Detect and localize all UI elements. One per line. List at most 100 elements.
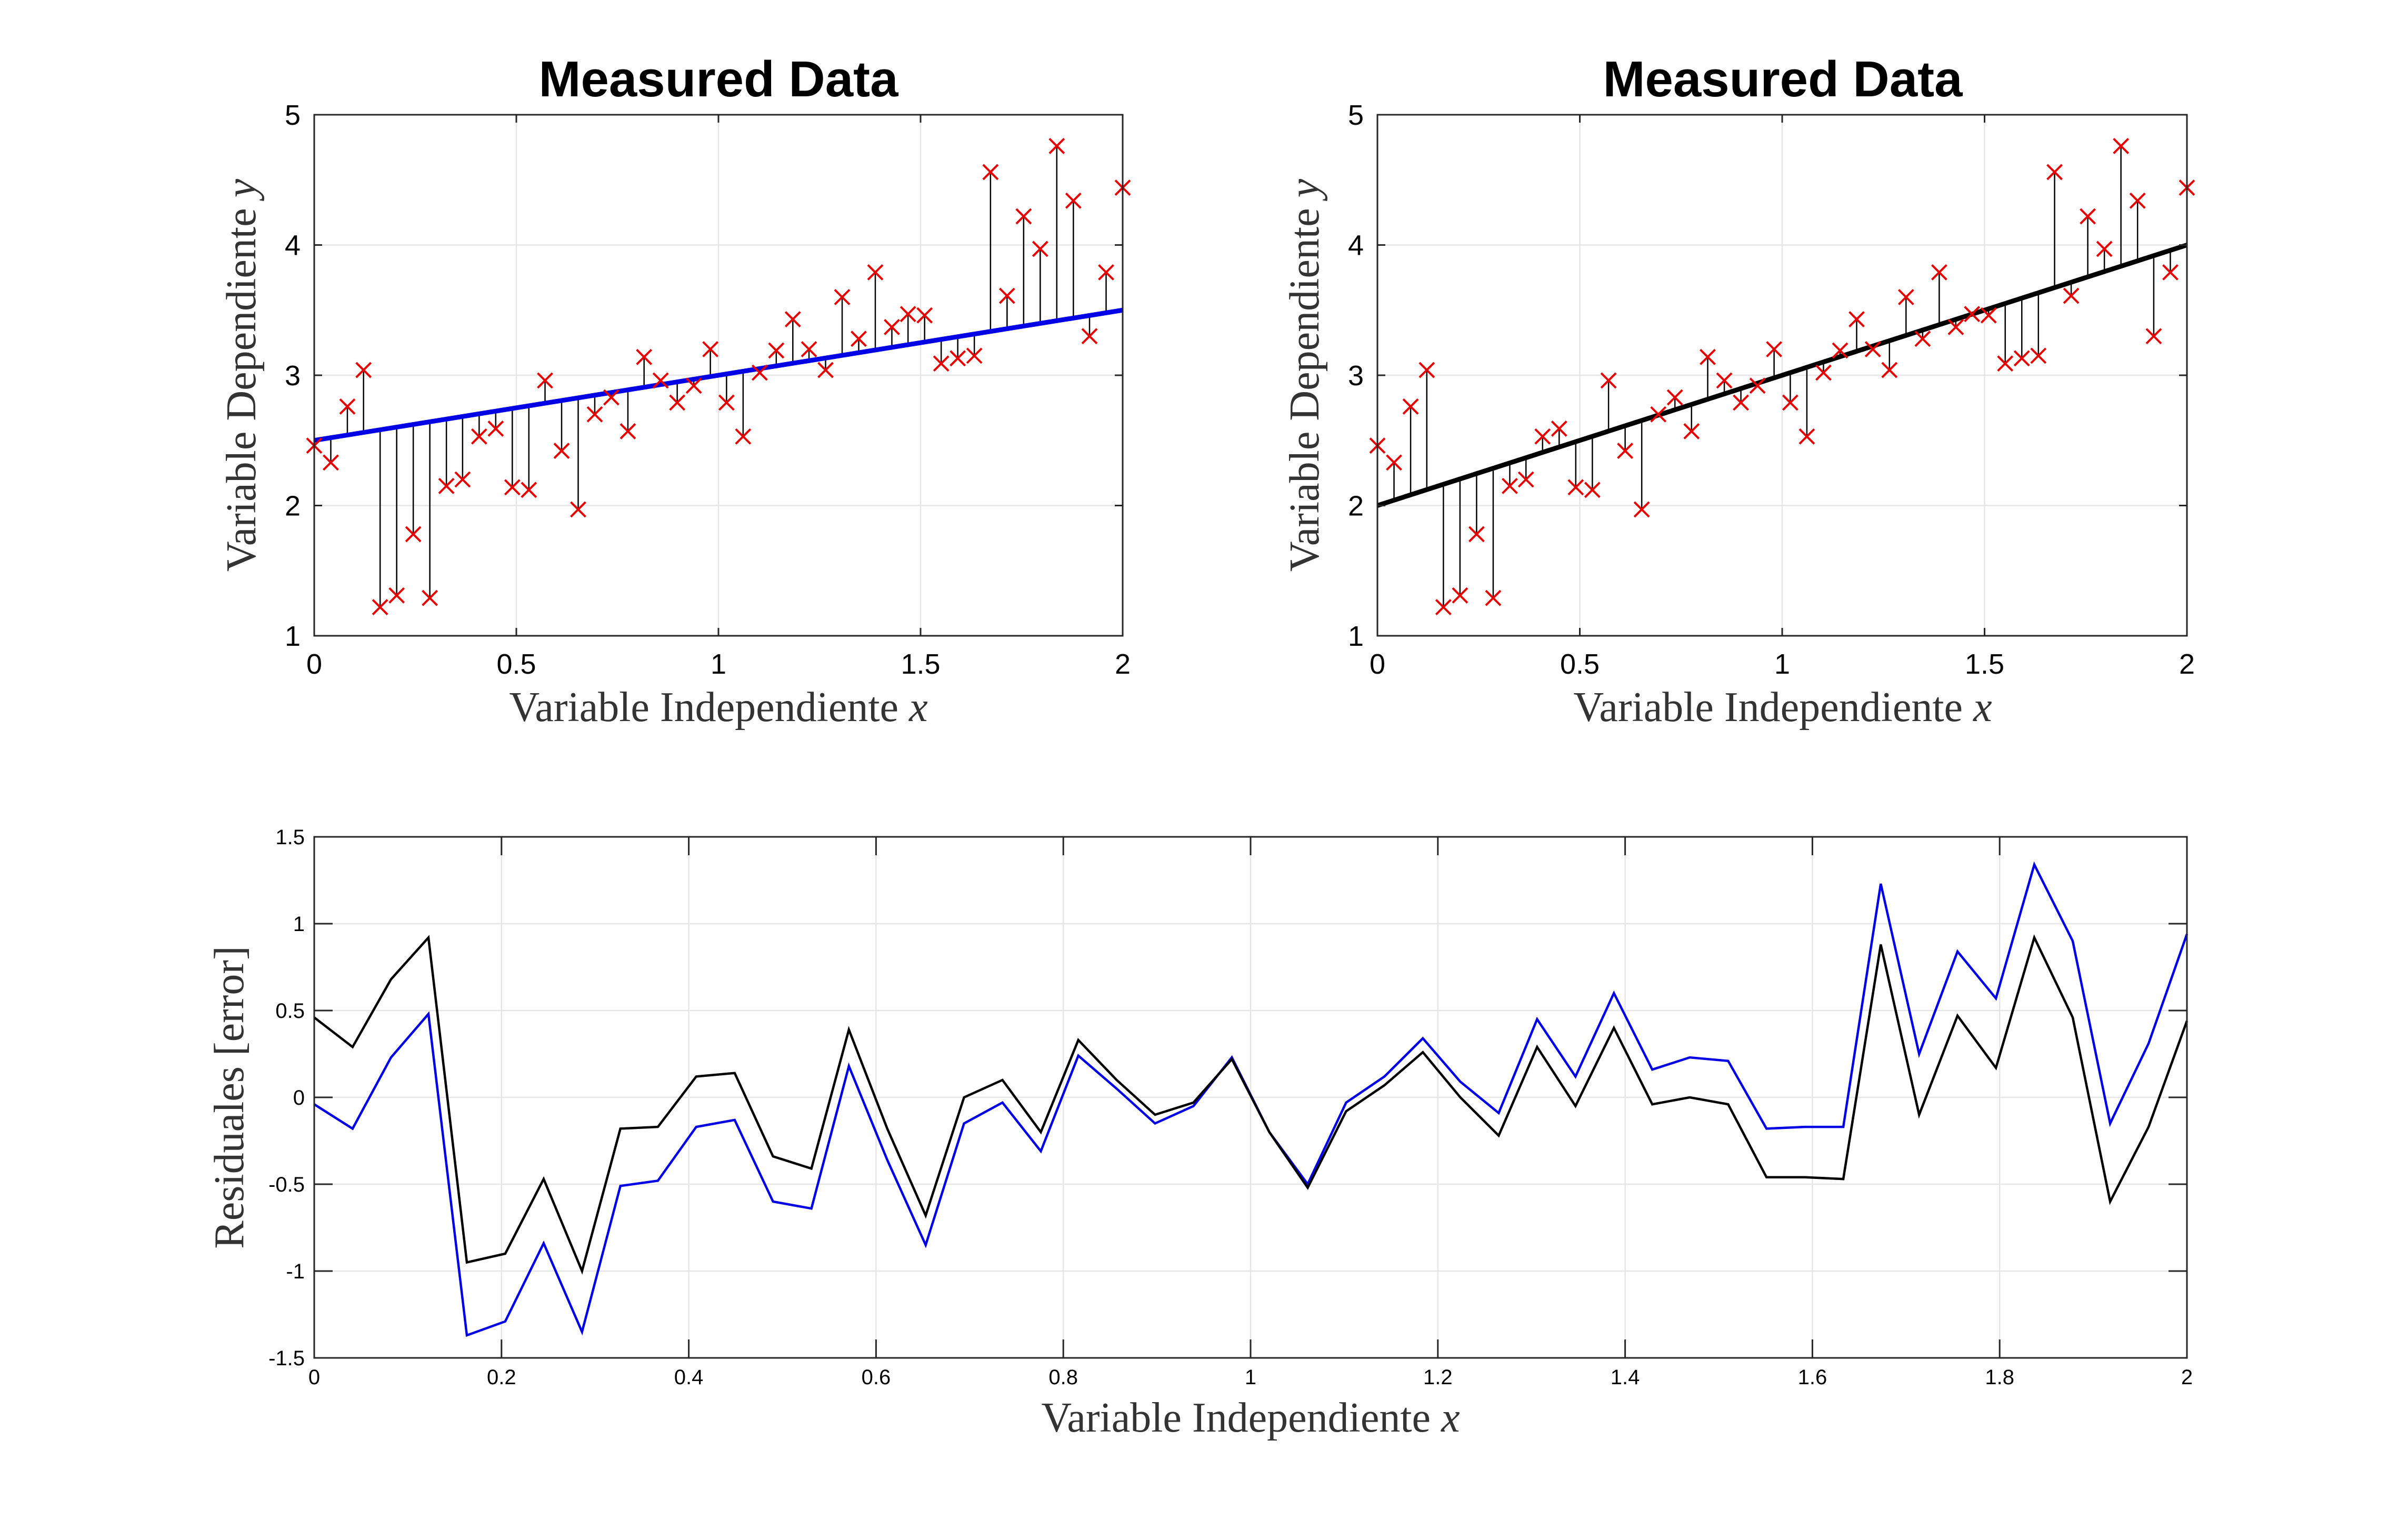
marker-stroke (620, 423, 636, 439)
data-point-marker (718, 394, 735, 411)
marker-stroke (702, 341, 719, 357)
marker-stroke (1502, 477, 1518, 494)
x-tick-label: 1.5 (1965, 648, 2004, 680)
data-point-marker (1015, 208, 1032, 225)
marker-stroke (1551, 421, 1567, 437)
data-point-marker (521, 482, 537, 498)
data-point-marker (339, 398, 356, 415)
marker-stroke (950, 350, 966, 367)
y-tick-label: 4 (1348, 230, 1364, 262)
marker-stroke (735, 428, 752, 445)
data-point-marker (2063, 287, 2080, 304)
marker-stroke (372, 599, 388, 615)
marker-stroke (751, 364, 768, 381)
marker-stroke (487, 421, 504, 437)
data-point-marker (817, 362, 834, 378)
data-point-marker (603, 389, 620, 406)
marker-stroke (1633, 501, 1650, 518)
marker-stroke (1914, 331, 1931, 347)
marker-stroke (1881, 362, 1898, 378)
marker-stroke (2113, 137, 2130, 154)
marker-stroke (1065, 192, 1082, 209)
x-axis-label-left: Variable Independiente x (509, 684, 927, 731)
marker-stroke (768, 342, 785, 359)
y-axis-label-right: Variable Dependiente y (1282, 178, 1328, 572)
chart-title-left: Measured Data (539, 51, 899, 107)
y-tick-label: 1 (293, 913, 305, 936)
marker-stroke (2063, 287, 2080, 304)
marker-stroke (405, 526, 422, 543)
data-points-left (306, 137, 1131, 615)
data-point-marker (1584, 482, 1601, 498)
marker-stroke (1650, 406, 1667, 423)
marker-stroke (1567, 479, 1584, 496)
x-tick-label: 1 (1774, 648, 1790, 680)
x-tick-label: 0.2 (487, 1366, 516, 1389)
data-point-marker (438, 477, 455, 494)
marker-stroke (1766, 341, 1783, 357)
x-tick-label: 1.5 (901, 648, 940, 680)
x-axis-var-left: x (908, 684, 928, 731)
data-point-marker (884, 319, 900, 335)
marker-stroke (1098, 264, 1114, 281)
data-point-marker (1947, 319, 1964, 335)
data-point-marker (1098, 264, 1114, 281)
data-point-marker (851, 331, 867, 347)
marker-stroke (966, 347, 983, 364)
data-point-marker (1567, 479, 1584, 496)
marker-stroke (537, 372, 553, 389)
marker-stroke (1815, 364, 1832, 381)
x-tick-label: 2 (2179, 648, 2195, 680)
marker-stroke (998, 287, 1015, 304)
marker-stroke (339, 398, 356, 415)
data-point-marker (1832, 342, 1849, 359)
data-point-marker (768, 342, 785, 359)
data-point-marker (1914, 331, 1931, 347)
marker-stroke (1032, 241, 1048, 257)
data-point-marker (471, 428, 487, 445)
data-point-marker (1798, 428, 1815, 445)
x-tick-label: 0.5 (1560, 648, 1600, 680)
y-tick-label: -1.5 (268, 1347, 305, 1370)
data-point-marker (2129, 192, 2146, 209)
y-axis-label-left: Variable Dependiente y (218, 178, 265, 572)
x-axis-label-text-right: Variable Independiente (1573, 684, 1973, 731)
marker-stroke (2162, 264, 2179, 281)
data-point-marker (2145, 328, 2162, 345)
data-point-marker (916, 307, 933, 324)
ticks-residuals: 0 0.2 0.4 0.6 0.8 1 1.2 1.4 1.6 1.8 2 -1.5 -1 -0.5 0 0.… (268, 826, 2193, 1389)
marker-stroke (1832, 342, 1849, 359)
marker-stroke (1081, 328, 1098, 345)
data-point-marker (834, 289, 851, 305)
marker-stroke (1798, 428, 1815, 445)
data-point-marker (685, 377, 702, 394)
marker-stroke (1980, 307, 1997, 324)
y-axis-label-text-left: Variable Dependiente (218, 197, 265, 572)
residual-lines-left (313, 146, 1124, 607)
data-point-marker (1733, 394, 1749, 411)
marker-stroke (2013, 350, 2030, 367)
data-point-marker (454, 471, 471, 488)
chart-title-right: Measured Data (1603, 51, 1963, 107)
x-axis-label-residuals: Variable Independiente x (1041, 1395, 1460, 1441)
x-tick-label: 1.6 (1798, 1366, 1827, 1389)
data-point-marker (2080, 208, 2096, 225)
y-axis-var-left: y (218, 178, 265, 201)
marker-stroke (652, 372, 669, 389)
data-point-marker (1633, 501, 1650, 518)
x-tick-label: 2 (2181, 1366, 2193, 1389)
fit-plot-right: Measured Data 0 0.5 1 1.5 2 1 2 3 4 5 Variable In… (1282, 51, 2195, 731)
data-point-marker (1897, 289, 1914, 305)
data-point-marker (1683, 423, 1700, 439)
marker-stroke (1897, 289, 1914, 305)
y-axis-label-text-right: Variable Dependiente (1282, 197, 1328, 572)
x-tick-label: 0 (308, 1366, 320, 1389)
data-point-marker (1881, 362, 1898, 378)
marker-stroke (1700, 348, 1716, 365)
marker-stroke (1534, 428, 1551, 445)
marker-stroke (2080, 208, 2096, 225)
y-tick-label: 3 (285, 360, 301, 392)
y-tick-label: 5 (285, 99, 301, 131)
x-tick-label: 0.5 (496, 648, 536, 680)
data-point-marker (1700, 348, 1716, 365)
